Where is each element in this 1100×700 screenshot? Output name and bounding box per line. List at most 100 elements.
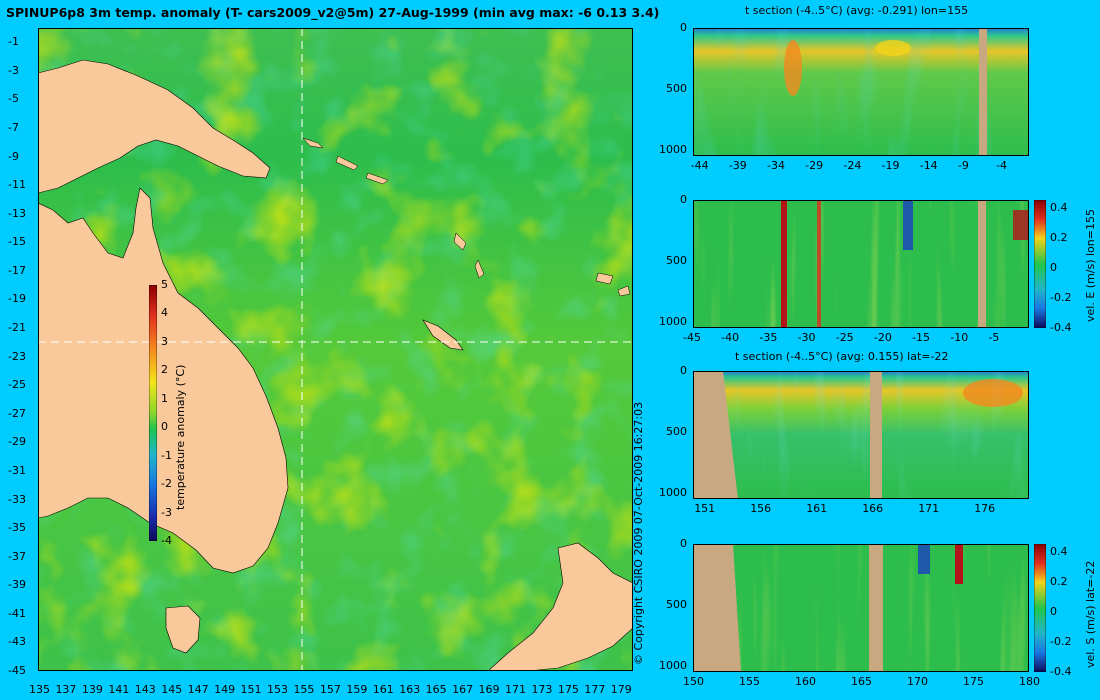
panel4-y-tick: 1000 bbox=[659, 658, 687, 672]
map-y-tick: -45 bbox=[8, 664, 26, 677]
map-x-tick: 163 bbox=[399, 683, 421, 696]
panel2-x-tick: -40 bbox=[721, 331, 740, 344]
panel3-x-tick: 171 bbox=[918, 502, 940, 515]
map-y-tick: -19 bbox=[8, 292, 26, 306]
panel2-x-tick: -25 bbox=[835, 331, 854, 344]
map-x-tick: 145 bbox=[161, 683, 183, 696]
land-islands bbox=[302, 137, 631, 297]
map-x-tick: 147 bbox=[187, 683, 209, 696]
panel2-x-tick: -35 bbox=[759, 331, 778, 344]
map-y-tick: -23 bbox=[8, 349, 26, 363]
panel1-x-tick: -14 bbox=[919, 159, 938, 172]
map-x-tick: 165 bbox=[425, 683, 447, 696]
panel3-y-tick: 1000 bbox=[659, 485, 687, 499]
panel2-x-tick: -5 bbox=[988, 331, 1000, 344]
panel3-plot bbox=[693, 371, 1029, 499]
panel4-colorbar-label: vel. S (m/s) lat=-22 bbox=[1084, 560, 1097, 668]
panel4-colorbar-tick: 0 bbox=[1050, 604, 1057, 618]
panel1-x-tick: -9 bbox=[957, 159, 969, 172]
map-x-tick: 149 bbox=[214, 683, 236, 696]
panel1-y-tick: 0 bbox=[680, 21, 687, 34]
map-y-tick: -43 bbox=[8, 635, 26, 649]
panel2-plot bbox=[693, 200, 1029, 328]
map-y-tick: -35 bbox=[8, 521, 26, 535]
panel4-colorbar-tick: 0.4 bbox=[1050, 544, 1068, 558]
panel4-x-tick: 160 bbox=[795, 675, 816, 688]
panel4-x-tick: 150 bbox=[683, 675, 704, 688]
panel1-plot bbox=[693, 28, 1029, 156]
map-x-tick: 173 bbox=[531, 683, 553, 696]
panel2-y-tick: 500 bbox=[666, 253, 687, 267]
panel1-x-tick: -19 bbox=[881, 159, 900, 172]
panel4-colorbar bbox=[1034, 544, 1046, 672]
panel2-y-tick: 0 bbox=[680, 193, 687, 206]
map-x-tick: 137 bbox=[55, 683, 77, 696]
map-y-tick: -11 bbox=[8, 178, 26, 192]
map-y-tick: -13 bbox=[8, 206, 26, 220]
map-colorbar-tick: -4 bbox=[161, 534, 172, 547]
panel4-x-tick: 165 bbox=[851, 675, 872, 688]
map-x-tick: 139 bbox=[81, 683, 103, 696]
map-x-tick: 159 bbox=[346, 683, 368, 696]
panel3-y-tick: 500 bbox=[666, 424, 687, 438]
panel2-colorbar bbox=[1034, 200, 1046, 328]
map-x-tick: 161 bbox=[372, 683, 394, 696]
map-x-tick: 169 bbox=[478, 683, 500, 696]
main-title: SPINUP6p8 3m temp. anomaly (T- cars2009_… bbox=[6, 5, 660, 20]
panel1-x-tick: -44 bbox=[690, 159, 709, 172]
map-y-tick: -37 bbox=[8, 549, 26, 563]
land-new-caledonia bbox=[422, 319, 464, 351]
panel2-x-tick: -30 bbox=[797, 331, 816, 344]
panel3-x-tick: 151 bbox=[694, 502, 716, 515]
panel1-x-tick: -39 bbox=[728, 159, 747, 172]
panel2-colorbar-label: vel. E (m/s) lon=155 bbox=[1084, 209, 1097, 322]
map-colorbar bbox=[149, 285, 157, 541]
panel2-x-tick: -15 bbox=[912, 331, 931, 344]
map-x-tick: 179 bbox=[610, 683, 632, 696]
map-colorbar-tick: 0 bbox=[161, 420, 168, 434]
panel4-x-tick: 155 bbox=[739, 675, 760, 688]
map-colorbar-tick: -1 bbox=[161, 448, 172, 462]
map-y-tick: -5 bbox=[8, 92, 19, 106]
map-plot bbox=[38, 28, 633, 671]
map-y-tick: -3 bbox=[8, 63, 19, 77]
panel1-title: t section (-4..5°C) (avg: -0.291) lon=15… bbox=[745, 4, 969, 17]
panel1-x-tick: -4 bbox=[996, 159, 1008, 172]
panel1-y-tick: 500 bbox=[666, 81, 687, 95]
panel2-y-tick: 1000 bbox=[659, 314, 687, 328]
panel3-title: t section (-4..5°C) (avg: 0.155) lat=-22 bbox=[735, 350, 949, 363]
map-x-tick: 155 bbox=[293, 683, 315, 696]
map-colorbar-tick: 2 bbox=[161, 363, 168, 377]
copyright-text: © Copyright CSIRO 2009 07-Oct-2009 16:27… bbox=[632, 401, 645, 665]
map-y-tick: -33 bbox=[8, 492, 26, 506]
land-australia bbox=[38, 187, 289, 574]
map-x-tick: 175 bbox=[557, 683, 579, 696]
panel2-colorbar-tick: 0.2 bbox=[1050, 230, 1068, 244]
panel4-y-tick: 500 bbox=[666, 597, 687, 611]
map-x-tick: 143 bbox=[134, 683, 156, 696]
map-colorbar-label: temperature anomaly (°C) bbox=[174, 364, 187, 510]
panel3-y-tick: 0 bbox=[680, 364, 687, 377]
panel4-colorbar-tick: 0.2 bbox=[1050, 574, 1068, 588]
map-x-tick: 153 bbox=[267, 683, 288, 696]
map-x-tick: 151 bbox=[240, 683, 262, 696]
panel1-y-tick: 1000 bbox=[659, 142, 687, 156]
panel2-colorbar-tick: -0.4 bbox=[1050, 321, 1072, 334]
panel2-colorbar-tick: 0.4 bbox=[1050, 200, 1068, 214]
map-x-tick: 141 bbox=[108, 683, 130, 696]
panel4-plot bbox=[693, 544, 1029, 672]
panel1-x-tick: -34 bbox=[767, 159, 785, 172]
map-y-tick: -15 bbox=[8, 235, 26, 249]
panel4-y-tick: 0 bbox=[680, 537, 687, 550]
map-colorbar-tick: 5 bbox=[161, 278, 168, 291]
map-y-tick: -1 bbox=[8, 35, 19, 49]
panel4-x-tick: 180 bbox=[1019, 675, 1040, 688]
panel3-x-tick: 161 bbox=[806, 502, 828, 515]
panel3-x-tick: 166 bbox=[862, 502, 884, 515]
map-x-tick: 167 bbox=[452, 683, 474, 696]
map-y-tick: -7 bbox=[8, 121, 19, 135]
panel4-x-tick: 170 bbox=[907, 675, 928, 688]
panel2-x-tick: -45 bbox=[683, 331, 701, 344]
map-x-tick: 177 bbox=[584, 683, 606, 696]
panel2-x-tick: -20 bbox=[873, 331, 892, 344]
